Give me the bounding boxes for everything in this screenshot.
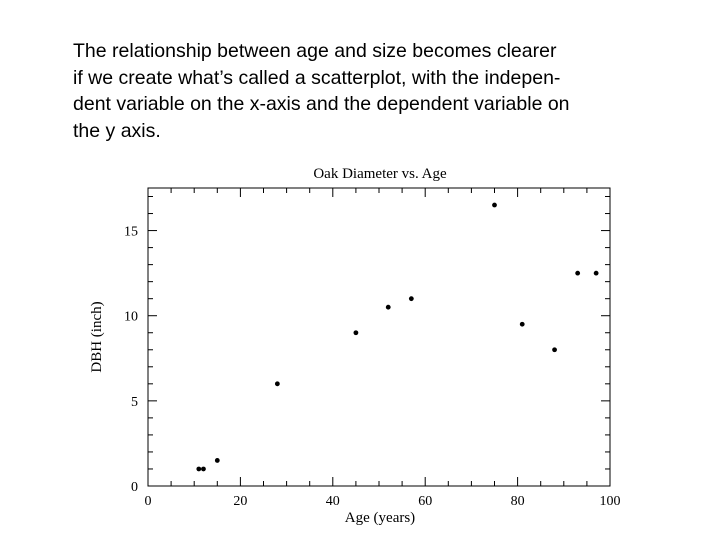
data-point (196, 466, 202, 472)
x-tick-label: 0 (145, 494, 152, 509)
y-tick-labels: 0 5 10 15 (124, 225, 138, 495)
axis-ticks (147, 188, 611, 487)
data-point (492, 202, 497, 208)
data-point (519, 321, 525, 327)
x-tick-label: 60 (418, 494, 432, 509)
data-point (552, 347, 557, 353)
caption-line: dent variable on the x-axis and the depe… (73, 93, 570, 115)
data-point (201, 466, 206, 472)
chart-title: Oak Diameter vs. Age (313, 166, 447, 182)
y-tick-label: 5 (131, 395, 138, 410)
data-point (353, 330, 359, 336)
y-tick-label: 15 (124, 225, 138, 240)
data-point (408, 296, 414, 302)
x-tick-label: 40 (326, 494, 340, 509)
caption-line: The relationship between age and size be… (73, 40, 557, 62)
x-tick-label: 20 (233, 494, 247, 509)
data-point (385, 304, 391, 310)
caption-line: if we create what’s called a scatterplot… (73, 66, 561, 89)
y-tick-label: 0 (131, 480, 138, 495)
data-point (274, 381, 280, 387)
plot-frame (147, 187, 611, 487)
y-tick-label: 10 (124, 310, 138, 325)
x-tick-label: 100 (600, 494, 621, 509)
x-tick-labels: 0 20 40 60 80 100 (145, 494, 621, 509)
data-point (575, 270, 581, 276)
data-points (196, 202, 599, 472)
data-point (593, 270, 599, 276)
data-point (214, 458, 220, 463)
x-axis-label: Age (years) (345, 510, 415, 526)
caption-text: The relationship between age and size be… (73, 38, 703, 144)
y-axis-label: DBH (inch) (89, 301, 105, 372)
x-tick-label: 80 (511, 494, 525, 509)
caption-line: the y axis. (73, 119, 161, 142)
